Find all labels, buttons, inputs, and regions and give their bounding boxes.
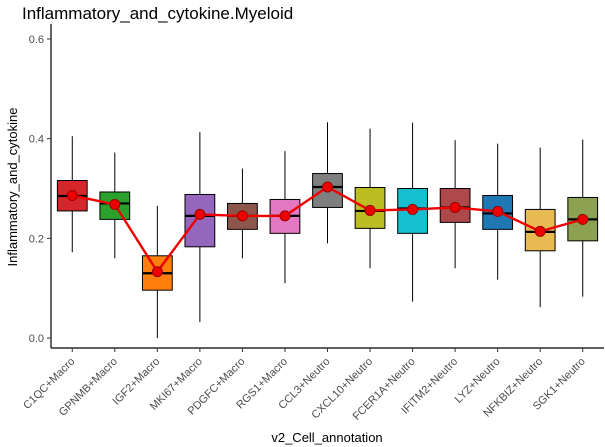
mean-point — [194, 208, 206, 220]
y-tick-label: 0.6 — [29, 34, 44, 46]
mean-point — [534, 225, 546, 237]
mean-point — [577, 213, 589, 225]
y-axis-title: Inflammatory_and_cytokine — [5, 108, 20, 267]
mean-point — [364, 204, 376, 216]
mean-point — [492, 205, 504, 217]
mean-point — [322, 181, 333, 193]
y-axis: 0.0 0.2 0.4 0.6 — [29, 24, 52, 348]
mean-line-layer — [66, 181, 589, 278]
box-body — [184, 193, 216, 248]
box-group — [56, 122, 599, 339]
mean-point — [66, 189, 78, 201]
mean-point — [151, 266, 163, 278]
y-tick-label: 0.4 — [29, 134, 44, 146]
mean-point — [407, 203, 419, 215]
chart-title: Inflammatory_and_cytokine.Myeloid — [22, 4, 293, 23]
x-axis-title: v2_Cell_annotation — [271, 430, 382, 445]
mean-point — [449, 201, 461, 213]
x-axis: C1QC+MacroGPNMB+MacroIGF2+MacroMKI67+Mac… — [21, 347, 604, 423]
mean-point — [109, 198, 121, 210]
mean-point — [279, 210, 291, 222]
mean-point — [236, 210, 248, 222]
y-tick-label: 0.2 — [29, 233, 44, 245]
box-mki67-macro — [184, 132, 216, 323]
y-tick-label: 0.0 — [29, 333, 44, 345]
box-body — [312, 173, 343, 208]
box-cxcl10-neutro — [354, 128, 386, 269]
